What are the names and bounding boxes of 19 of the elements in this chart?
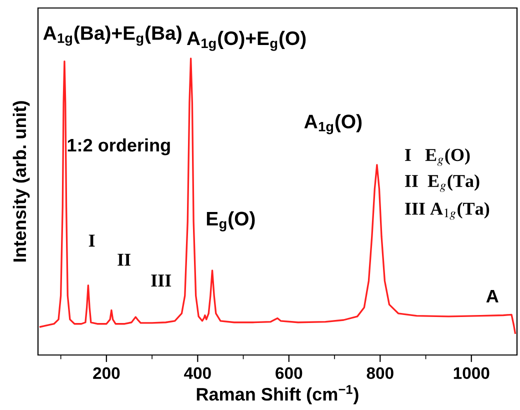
x-tick-label: 400 (184, 367, 211, 380)
annotation: II (118, 254, 130, 266)
annotation: II E$_{g}$(Ta) (405, 174, 480, 192)
x-axis-title: Raman Shift (cm$^{−1}$) (196, 385, 358, 404)
x-tick-label: 800 (366, 367, 394, 380)
annotation: III (151, 274, 172, 286)
x-tick-label: 1000 (454, 367, 490, 380)
annotation: III A$_{1g}$(Ta) (405, 202, 490, 220)
x-tick-label: 600 (276, 367, 302, 380)
annotation: I (88, 234, 95, 247)
text: A$_{1g}$(O)+E$_{g}$(O) (186, 30, 306, 51)
annotation: E$_{g}$(O) (206, 211, 255, 232)
text: A$_{1g}$(Ba)+E$_{g}$(Ba) (43, 26, 182, 46)
annotation: 1:2 ordering (68, 138, 170, 156)
x-tick-label: 200 (93, 367, 120, 380)
annotation: I E$_{g}$(O) (405, 148, 470, 166)
annotation: A$_{1g}$(O) (304, 114, 362, 134)
y-axis-title: Intensity (arb. unit) (12, 101, 30, 262)
annotation: A (486, 290, 498, 302)
